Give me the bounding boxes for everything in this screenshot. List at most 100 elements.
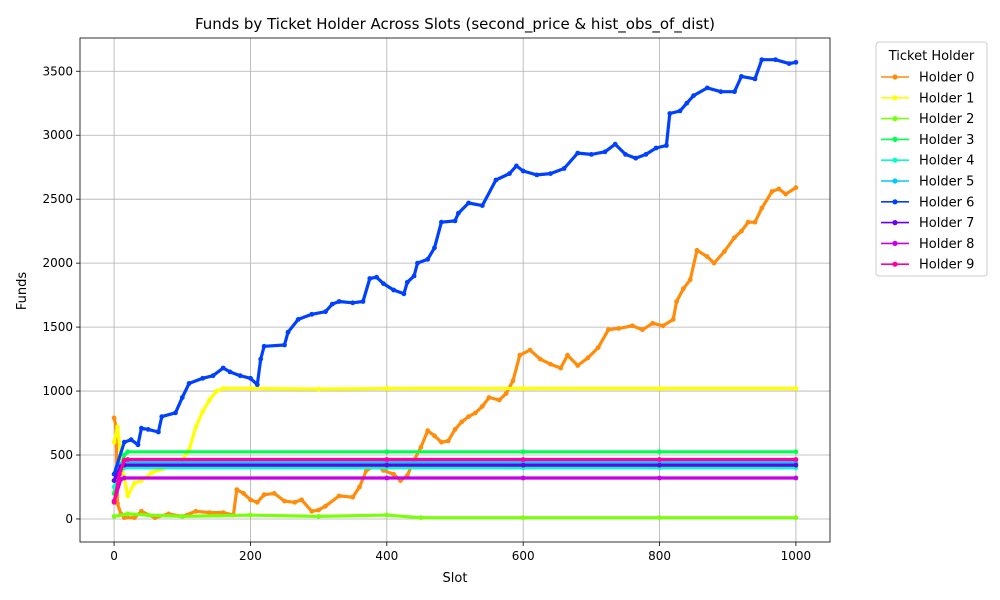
data-point bbox=[773, 57, 778, 63]
legend-label: Holder 6 bbox=[919, 195, 974, 210]
data-point bbox=[336, 493, 342, 499]
data-point bbox=[493, 177, 499, 183]
data-point bbox=[786, 61, 792, 66]
data-point bbox=[548, 361, 553, 367]
series-layer bbox=[111, 57, 799, 521]
data-point bbox=[752, 219, 758, 225]
data-point bbox=[418, 444, 424, 450]
data-point bbox=[248, 512, 253, 518]
data-point bbox=[415, 260, 420, 266]
data-point bbox=[237, 373, 243, 379]
data-point bbox=[384, 475, 390, 481]
data-point bbox=[616, 326, 621, 331]
data-point bbox=[657, 386, 662, 391]
data-point bbox=[193, 424, 199, 430]
y-axis-label: Funds bbox=[15, 272, 30, 310]
legend-item: Holder 2 bbox=[881, 112, 974, 127]
grid bbox=[80, 38, 830, 542]
data-point bbox=[520, 386, 526, 391]
data-point bbox=[660, 323, 666, 329]
data-point bbox=[193, 508, 199, 514]
data-point bbox=[732, 89, 737, 95]
data-point bbox=[254, 382, 260, 388]
data-point bbox=[336, 299, 342, 304]
legend-item: Holder 5 bbox=[881, 175, 974, 190]
y-tick-label: 3500 bbox=[42, 64, 73, 78]
data-point bbox=[234, 487, 240, 492]
data-point bbox=[507, 171, 512, 177]
data-point bbox=[527, 347, 533, 353]
legend-item: Holder 8 bbox=[881, 237, 974, 252]
data-point bbox=[357, 484, 362, 490]
data-point bbox=[537, 356, 543, 362]
x-tick-label: 400 bbox=[375, 549, 398, 563]
data-point bbox=[520, 449, 526, 455]
legend-title: Ticket Holder bbox=[888, 49, 975, 64]
data-point bbox=[677, 108, 683, 114]
data-point bbox=[510, 378, 516, 384]
data-point bbox=[111, 499, 117, 505]
series-holder-3 bbox=[111, 449, 799, 496]
data-point bbox=[285, 329, 291, 335]
data-point bbox=[534, 172, 540, 178]
data-point bbox=[200, 409, 206, 414]
legend-item: Holder 3 bbox=[881, 133, 974, 148]
data-point bbox=[496, 397, 502, 403]
data-point bbox=[691, 93, 696, 98]
series-holder-9 bbox=[111, 457, 799, 505]
legend-label: Holder 7 bbox=[919, 216, 974, 231]
data-point bbox=[227, 369, 233, 375]
x-tick-label: 800 bbox=[648, 549, 671, 563]
data-point bbox=[486, 395, 492, 400]
data-point bbox=[517, 352, 523, 358]
data-point bbox=[384, 462, 390, 468]
legend-swatch-marker bbox=[892, 178, 898, 184]
data-point bbox=[384, 386, 390, 391]
legend-label: Holder 8 bbox=[919, 237, 974, 252]
series-line bbox=[112, 457, 798, 504]
data-point bbox=[316, 514, 321, 519]
data-point bbox=[261, 343, 267, 349]
legend-label: Holder 9 bbox=[919, 258, 974, 273]
legend-swatch-marker bbox=[892, 199, 898, 205]
data-point bbox=[418, 515, 424, 521]
data-point bbox=[606, 327, 611, 333]
data-point bbox=[401, 291, 407, 297]
y-tick-label: 2000 bbox=[42, 256, 73, 270]
data-point bbox=[186, 381, 192, 386]
data-point bbox=[121, 515, 127, 521]
data-point bbox=[452, 218, 458, 224]
data-point bbox=[316, 386, 321, 392]
y-tick-label: 1500 bbox=[42, 320, 73, 334]
data-point bbox=[466, 414, 471, 419]
data-point bbox=[292, 499, 298, 505]
data-point bbox=[125, 457, 131, 462]
data-point bbox=[261, 492, 267, 498]
legend-frame bbox=[875, 41, 988, 277]
y-tick-label: 3000 bbox=[42, 128, 73, 142]
data-point bbox=[657, 462, 662, 468]
data-point bbox=[657, 475, 662, 481]
data-point bbox=[479, 404, 485, 409]
data-point bbox=[732, 235, 737, 241]
data-point bbox=[132, 480, 137, 486]
data-point bbox=[783, 191, 789, 197]
data-point bbox=[309, 311, 315, 317]
data-point bbox=[650, 320, 656, 326]
y-tick-label: 0 bbox=[65, 512, 73, 526]
data-point bbox=[404, 279, 410, 285]
data-point bbox=[711, 260, 717, 266]
data-point bbox=[323, 309, 328, 315]
data-point bbox=[687, 277, 693, 283]
data-point bbox=[793, 457, 799, 462]
data-point bbox=[220, 510, 226, 515]
data-point bbox=[381, 281, 386, 286]
legend-item: Holder 1 bbox=[881, 91, 974, 106]
data-point bbox=[739, 228, 744, 234]
data-point bbox=[391, 287, 396, 293]
x-tick-label: 0 bbox=[110, 549, 118, 563]
data-point bbox=[640, 327, 645, 333]
data-point bbox=[432, 245, 437, 251]
data-point bbox=[520, 168, 526, 174]
